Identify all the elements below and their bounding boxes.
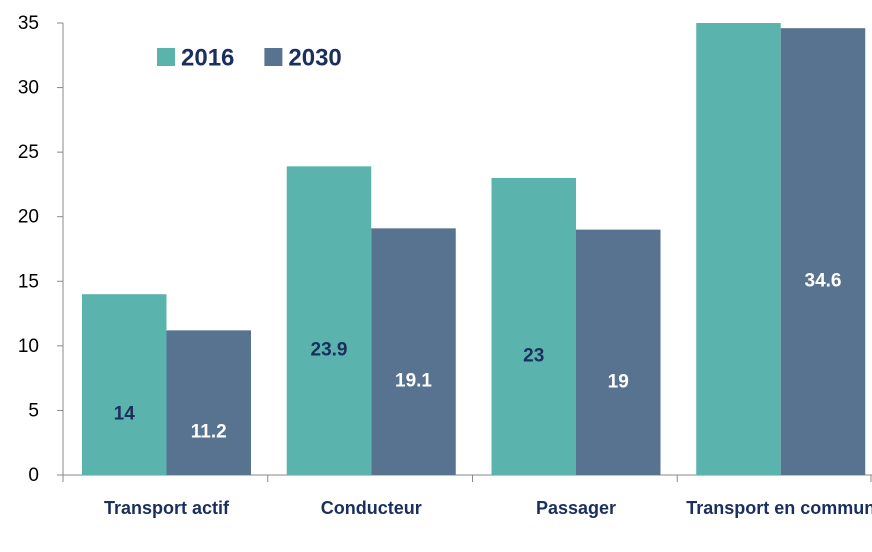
y-tick-label: 5: [28, 400, 39, 421]
legend-swatch: [157, 48, 175, 66]
legend-label: 2030: [288, 44, 341, 71]
legend-label: 2016: [181, 44, 234, 71]
bar: [576, 229, 661, 475]
y-tick-label: 10: [18, 336, 39, 357]
bar: [491, 177, 576, 475]
y-tick-label: 20: [18, 207, 39, 228]
bar: [371, 228, 456, 475]
y-tick-label: 35: [18, 13, 39, 34]
bar: [286, 166, 372, 475]
data-label: 11.2: [191, 422, 227, 443]
legend-swatch: [264, 48, 283, 66]
data-label: 19: [608, 371, 629, 392]
bar: [166, 330, 251, 475]
data-label: 23: [523, 346, 544, 367]
bar: [696, 23, 781, 475]
data-label: 14: [114, 404, 136, 425]
y-tick-label: 0: [28, 465, 39, 486]
y-tick-label: 25: [18, 142, 39, 163]
data-label: 34.6: [805, 271, 842, 292]
x-tick-label: Transport actif: [104, 498, 230, 518]
bar: [780, 28, 866, 476]
x-tick-label: Conducteur: [321, 498, 422, 518]
data-label: 19.1: [395, 371, 432, 392]
bar: [82, 294, 167, 475]
data-label: 23.9: [311, 340, 348, 361]
y-tick-label: 15: [18, 271, 39, 292]
x-tick-label: Transport en commun: [686, 498, 872, 518]
x-tick-label: Passager: [536, 498, 616, 518]
y-tick-label: 30: [18, 78, 39, 99]
